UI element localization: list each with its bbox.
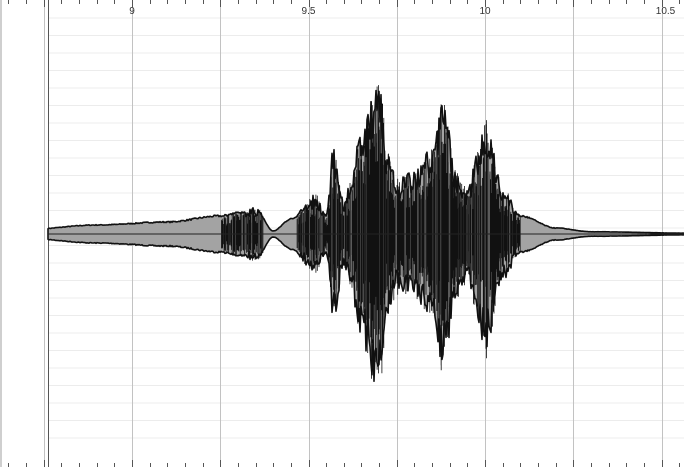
ruler-label-9: 9 xyxy=(129,6,135,17)
ruler-label-9-5: 9.5 xyxy=(301,6,316,17)
time-ruler-top[interactable]: 9 9.5 10 10.5 xyxy=(0,0,684,17)
time-ruler-bottom xyxy=(0,453,684,467)
ruler-label-10: 10 xyxy=(479,6,491,17)
waveform-body xyxy=(47,89,684,382)
waveform-track[interactable] xyxy=(47,85,684,382)
track-left-border xyxy=(0,0,2,467)
ruler-label-10-5: 10.5 xyxy=(655,6,676,17)
